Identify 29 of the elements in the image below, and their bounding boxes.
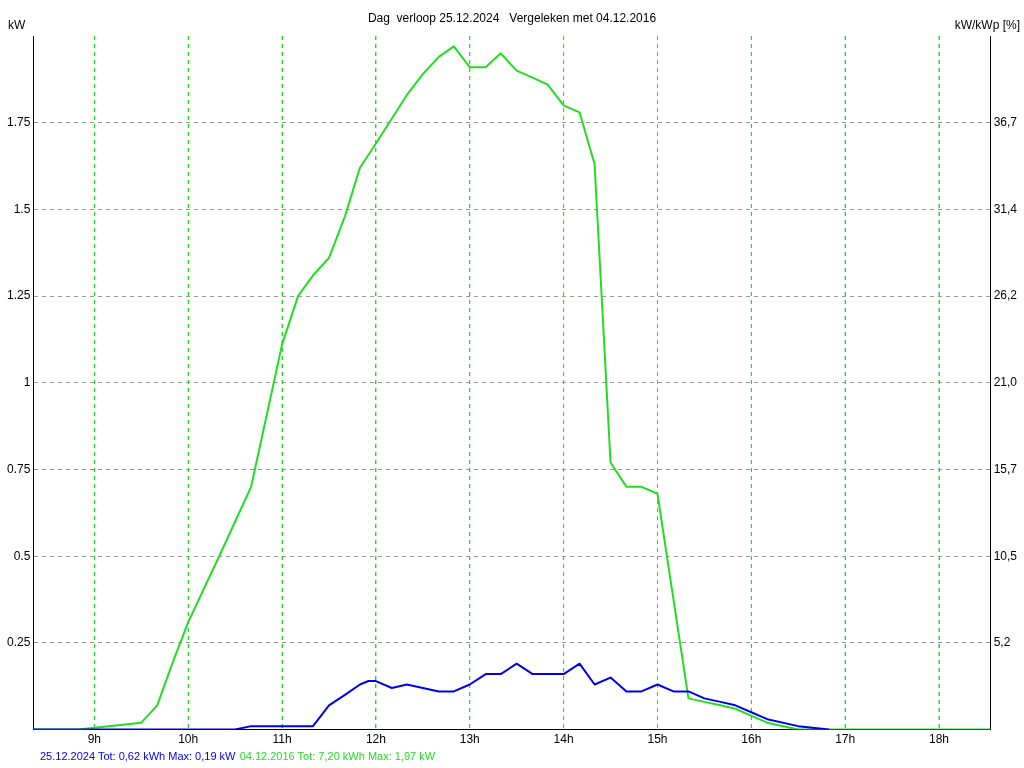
y2-tick-label: 5,2 bbox=[993, 635, 1011, 650]
x-tick-label: 15h bbox=[647, 732, 668, 747]
y2-tick-label: 26,2 bbox=[993, 288, 1018, 303]
y2-tick-label: 15,7 bbox=[993, 461, 1018, 476]
chart-title: Dag verloop 25.12.2024 Vergeleken met 04.12.2016 bbox=[367, 11, 657, 26]
y2-tick-label: 31,4 bbox=[993, 201, 1018, 216]
y-tick-label: 1.75 bbox=[7, 115, 31, 130]
x-tick-label: 11h bbox=[272, 732, 292, 747]
y-tick-label: 0.75 bbox=[7, 461, 31, 476]
y2-tick-label: 10,5 bbox=[993, 548, 1018, 563]
x-tick-label: 17h bbox=[835, 732, 856, 747]
y2-tick-label: 36,7 bbox=[993, 115, 1018, 130]
y-tick-label: 0.5 bbox=[13, 548, 31, 563]
x-tick-label: 10h bbox=[178, 732, 199, 747]
text: 04.12.2016 Tot: 7,20 kWh Max: 1,97 kW bbox=[239, 750, 436, 763]
x-tick-label: 9h bbox=[87, 732, 102, 747]
y-tick-label: 1.5 bbox=[13, 201, 31, 216]
y2-tick-label: 21,0 bbox=[993, 375, 1018, 390]
y-tick-label: 1.25 bbox=[7, 288, 31, 303]
x-tick-label: 18h bbox=[929, 732, 950, 747]
x-tick-label: 14h bbox=[553, 732, 574, 747]
y-axis-title: kW bbox=[8, 18, 26, 33]
y-tick-label: 0.25 bbox=[7, 635, 31, 650]
x-tick-label: 13h bbox=[459, 732, 480, 747]
x-tick-label: 12h bbox=[365, 732, 386, 747]
x-tick-label: 16h bbox=[741, 732, 762, 747]
y2-axis-title: kW/kWp [%] bbox=[954, 18, 1020, 33]
text: 25.12.2024 Tot: 0,62 kWh Max: 0,19 kW bbox=[40, 750, 237, 763]
y-tick-label: 1 bbox=[23, 375, 31, 390]
